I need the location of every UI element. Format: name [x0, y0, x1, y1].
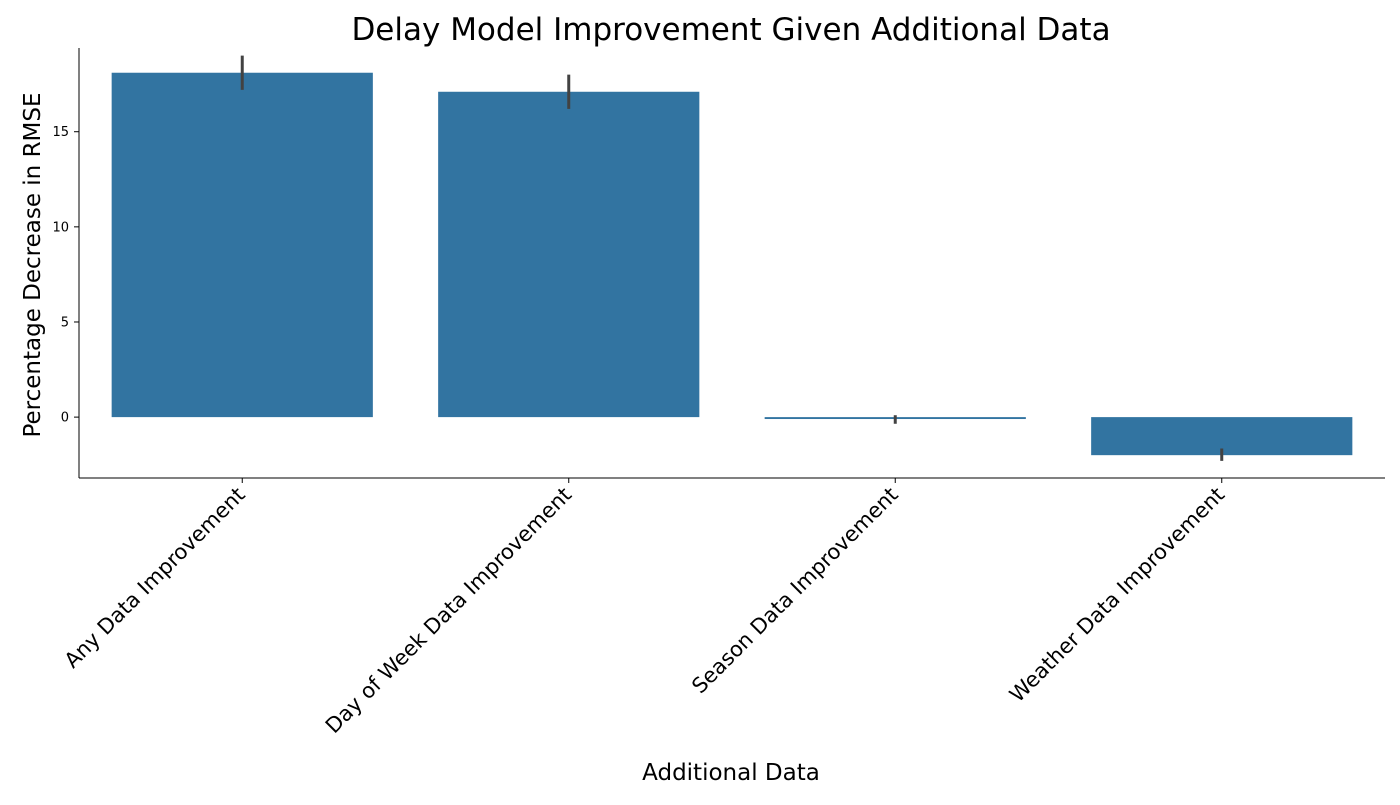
y-tick-label-3: 15: [52, 125, 69, 140]
y-tick-label-0: 0: [61, 411, 69, 426]
y-axis-label: Percentage Decrease in RMSE: [20, 92, 46, 437]
x-tick-label-2: Season Data Improvement: [687, 483, 903, 699]
chart-title: Delay Model Improvement Given Additional…: [351, 12, 1110, 48]
x-tick-label-0: Any Data Improvement: [60, 483, 250, 673]
x-tick-label-3: Weather Data Improvement: [1005, 483, 1229, 707]
plot-area: 0 5 10 15 Any Data Improvement Day of Week Da…: [52, 48, 1385, 738]
bar-1: [438, 91, 700, 418]
x-axis-label: Additional Data: [642, 760, 820, 786]
bar-0: [111, 72, 373, 418]
y-tick-label-2: 10: [52, 220, 69, 235]
x-tick-label-1: Day of Week Data Improvement: [321, 483, 577, 739]
y-tick-label-1: 5: [61, 315, 69, 330]
